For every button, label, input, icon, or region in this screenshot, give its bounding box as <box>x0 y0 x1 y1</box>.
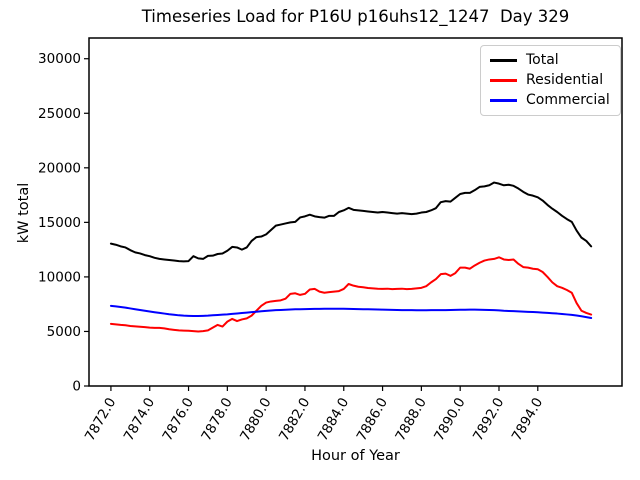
axes-frame <box>88 37 623 387</box>
x-tick-label: 7894.0 <box>509 395 546 444</box>
y-axis-label: kW total <box>16 182 32 244</box>
legend-label-total: Total <box>526 52 559 68</box>
legend-line-total <box>490 59 517 62</box>
y-tick-label: 20000 <box>38 160 81 176</box>
legend-line-residential <box>490 79 517 82</box>
legend-item-residential: Residential <box>490 72 610 89</box>
x-tick-label: 7874.0 <box>121 395 158 444</box>
legend: Total Residential Commercial <box>480 45 621 116</box>
x-tick-label: 7892.0 <box>470 395 507 444</box>
y-tick-label: 15000 <box>38 215 81 231</box>
y-tick-label: 10000 <box>38 269 81 285</box>
x-axis-label: Hour of Year <box>311 448 400 464</box>
chart-title: Timeseries Load for P16U p16uhs12_1247 D… <box>141 7 570 26</box>
ticks-layer: 7872.0 7874.0 7876.0 7878.0 7880.0 7882.0 7884… <box>38 51 546 444</box>
x-tick-label: 7882.0 <box>276 395 313 444</box>
legend-label-commercial: Commercial <box>526 92 610 108</box>
x-tick-label: 7872.0 <box>82 395 119 444</box>
x-tick-label: 7888.0 <box>392 395 429 444</box>
y-tick-label: 30000 <box>38 51 81 67</box>
x-tick-label: 7884.0 <box>315 395 352 444</box>
legend-line-commercial <box>490 99 517 102</box>
series-layer <box>109 181 593 333</box>
y-tick-label: 0 <box>72 379 81 395</box>
x-tick-label: 7890.0 <box>431 395 468 444</box>
series-line-total <box>109 181 593 263</box>
x-tick-label: 7876.0 <box>160 395 197 444</box>
x-tick-label: 7878.0 <box>198 395 235 444</box>
series-line-residential <box>109 256 593 333</box>
legend-item-total: Total <box>490 52 610 69</box>
series-line-commercial <box>109 304 593 320</box>
x-tick-label: 7880.0 <box>237 395 274 444</box>
y-tick-label: 25000 <box>38 106 81 122</box>
x-tick-label: 7886.0 <box>354 395 391 444</box>
legend-label-residential: Residential <box>526 72 604 88</box>
legend-item-commercial: Commercial <box>490 92 610 109</box>
y-tick-label: 5000 <box>47 324 81 340</box>
